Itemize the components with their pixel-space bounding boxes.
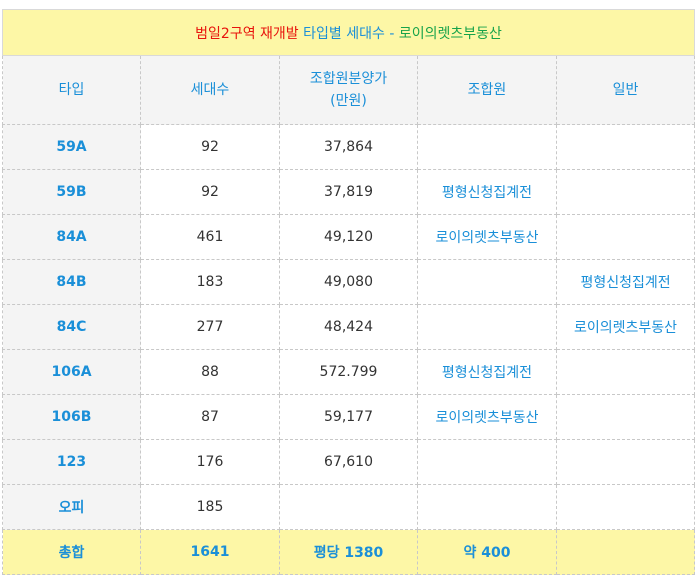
price-cell (279, 484, 418, 530)
title-row: 범일2구역 재개발 타입별 세대수 - 로이의렛츠부동산 (1, 9, 696, 56)
member-cell (417, 124, 557, 170)
price-cell: 37,864 (279, 124, 418, 170)
header-member-price-line1: 조합원분양가 (309, 71, 388, 87)
type-cell: 106A (2, 349, 141, 395)
type-cell: 84A (2, 214, 141, 260)
header-member-price: 조합원분양가 (만원) (279, 55, 418, 125)
header-member-price-line2: (만원) (330, 93, 367, 109)
general-cell[interactable]: 로이의렛츠부동산 (555, 304, 696, 350)
price-cell: 49,080 (279, 259, 418, 305)
type-cell: 59B (2, 169, 141, 215)
table-row: 59A 92 37,864 (2, 124, 696, 170)
price-cell: 67,610 (279, 439, 418, 485)
table-row: 59B 92 37,819 평형신청집계전 (2, 169, 696, 215)
price-cell: 59,177 (279, 394, 418, 440)
general-cell[interactable]: 평형신청집계전 (555, 259, 696, 305)
total-label: 총합 (2, 529, 141, 575)
table-row: 84B 183 49,080 평형신청집계전 (2, 259, 696, 305)
table-container: 범일2구역 재개발 타입별 세대수 - 로이의렛츠부동산 타입 세대수 조합원분… (1, 9, 696, 575)
table-row: 123 176 67,610 (2, 439, 696, 485)
member-cell (417, 484, 557, 530)
total-units: 1641 (140, 529, 280, 575)
units-cell: 461 (140, 214, 280, 260)
header-general: 일반 (555, 55, 696, 125)
general-cell (555, 124, 696, 170)
header-row: 타입 세대수 조합원분양가 (만원) 조합원 일반 (2, 55, 696, 125)
price-cell: 49,120 (279, 214, 418, 260)
table-row: 84A 461 49,120 로이의렛츠부동산 (2, 214, 696, 260)
table-row: 84C 277 48,424 로이의렛츠부동산 (2, 304, 696, 350)
units-cell: 88 (140, 349, 280, 395)
header-type: 타입 (2, 55, 141, 125)
header-units: 세대수 (140, 55, 280, 125)
type-cell: 84B (2, 259, 141, 305)
member-cell[interactable]: 로이의렛츠부동산 (417, 394, 557, 440)
price-cell: 572.799 (279, 349, 418, 395)
unit-type-table: 범일2구역 재개발 타입별 세대수 - 로이의렛츠부동산 타입 세대수 조합원분… (1, 9, 696, 575)
type-cell: 오피 (2, 484, 141, 530)
type-cell: 59A (2, 124, 141, 170)
member-cell[interactable]: 로이의렛츠부동산 (417, 214, 557, 260)
total-general (555, 529, 696, 575)
title-red-part: 범일2구역 재개발 (195, 25, 299, 42)
table-row: 오피 185 (2, 484, 696, 530)
total-price: 평당 1380 (279, 529, 418, 575)
price-cell: 48,424 (279, 304, 418, 350)
units-cell: 92 (140, 169, 280, 215)
type-cell: 106B (2, 394, 141, 440)
units-cell: 87 (140, 394, 280, 440)
member-cell[interactable]: 평형신청집계전 (417, 169, 557, 215)
member-cell (417, 304, 557, 350)
units-cell: 92 (140, 124, 280, 170)
total-row: 총합 1641 평당 1380 약 400 (2, 529, 696, 575)
price-cell: 37,819 (279, 169, 418, 215)
type-cell: 123 (2, 439, 141, 485)
table-row: 106B 87 59,177 로이의렛츠부동산 (2, 394, 696, 440)
title-blue-part: 타입별 세대수 (303, 25, 385, 42)
general-cell (555, 214, 696, 260)
general-cell (555, 439, 696, 485)
title-separator: - (384, 25, 399, 42)
table-row: 106A 88 572.799 평형신청집계전 (2, 349, 696, 395)
general-cell (555, 394, 696, 440)
general-cell (555, 169, 696, 215)
member-cell[interactable]: 평형신청집계전 (417, 349, 557, 395)
title-green-part: 로이의렛츠부동산 (398, 25, 502, 42)
units-cell: 185 (140, 484, 280, 530)
units-cell: 277 (140, 304, 280, 350)
general-cell (555, 349, 696, 395)
member-cell (417, 439, 557, 485)
general-cell (555, 484, 696, 530)
units-cell: 176 (140, 439, 280, 485)
type-cell: 84C (2, 304, 141, 350)
table-title: 범일2구역 재개발 타입별 세대수 - 로이의렛츠부동산 (1, 9, 696, 56)
header-member: 조합원 (417, 55, 557, 125)
total-member: 약 400 (417, 529, 557, 575)
member-cell (417, 259, 557, 305)
units-cell: 183 (140, 259, 280, 305)
